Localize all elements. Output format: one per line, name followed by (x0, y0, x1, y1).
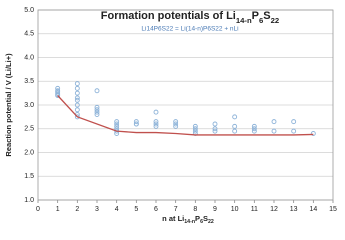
data-point (55, 90, 61, 96)
y-tick-label: 3.5 (24, 78, 34, 85)
y-tick-label: 5.0 (24, 7, 34, 14)
y-tick-label: 1.5 (24, 173, 34, 180)
data-point (271, 119, 277, 125)
data-point (173, 119, 179, 125)
data-point (173, 121, 179, 127)
data-point (310, 131, 316, 136)
page: {"chart_data": {"type": "scatter", "titl… (3, 6, 337, 225)
data-line (57, 95, 314, 136)
data-point (232, 123, 238, 129)
x-tick-label: 14 (309, 206, 317, 213)
data-point (74, 90, 80, 96)
x-axis-label: n at Li14-nP6S22 (162, 214, 214, 225)
data-point (192, 128, 198, 134)
data-point (74, 95, 80, 101)
data-point (94, 88, 100, 94)
y-tick-label: 3.0 (24, 102, 34, 109)
x-tick-label: 5 (134, 206, 138, 213)
x-tick-label: 10 (231, 206, 239, 213)
chart-subtitle: Li14P6S22 = Li(14-n)P6S22 + nLi (141, 26, 238, 33)
y-axis-label: Reaction potential / V (Li/Li+) (4, 53, 13, 157)
data-point (232, 128, 238, 134)
x-tick-label: 12 (270, 206, 278, 213)
data-point (212, 121, 218, 127)
x-tick-label: 6 (154, 206, 158, 213)
data-point (74, 85, 80, 91)
data-point (153, 119, 159, 125)
data-point (74, 114, 80, 120)
y-tick-label: 2.5 (24, 126, 34, 133)
data-point (192, 126, 198, 132)
x-tick-label: 9 (213, 206, 217, 213)
chart: Formation potentials of Li14-nP6S22 Li14… (4, 7, 337, 225)
x-tick-label: 3 (95, 206, 99, 213)
data-point (94, 112, 100, 117)
data-point (74, 107, 80, 113)
data-point (94, 109, 100, 115)
x-tick-label: 1 (56, 206, 60, 213)
chart-title: Formation potentials of Li14-nP6S22 (101, 10, 279, 25)
data-point (271, 128, 277, 134)
data-point (114, 121, 120, 127)
x-tick-label: 2 (75, 206, 79, 213)
data-point (251, 123, 257, 129)
x-tick-label: 0 (36, 206, 40, 213)
data-point (212, 126, 218, 132)
data-point (55, 85, 61, 91)
data-point (94, 107, 100, 113)
y-tick-label: 4.5 (24, 31, 34, 38)
x-tick-label: 15 (329, 206, 337, 213)
y-tick-label: 2.0 (24, 149, 34, 156)
data-point (212, 128, 218, 134)
x-tick-label: 8 (193, 206, 197, 213)
data-point (133, 121, 139, 127)
data-point (74, 102, 80, 108)
data-point (173, 123, 179, 129)
data-point (291, 128, 297, 134)
data-point (153, 123, 159, 129)
data-point (291, 119, 297, 125)
x-tick-label: 7 (174, 206, 178, 213)
y-tick-label: 4.0 (24, 54, 34, 61)
y-tick-label: 1.0 (24, 197, 34, 204)
data-point (74, 81, 80, 87)
data-point (114, 123, 120, 129)
data-point (114, 119, 120, 125)
data-point (133, 119, 139, 125)
x-tick-label: 11 (251, 206, 258, 213)
plot-frame (37, 9, 334, 201)
data-point (94, 104, 100, 110)
data-point (153, 109, 159, 115)
data-point (74, 97, 80, 103)
data-point (55, 93, 61, 98)
data-point (153, 121, 159, 127)
x-tick-label: 13 (290, 206, 298, 213)
data-point (251, 128, 257, 134)
data-point (251, 126, 257, 132)
data-point (192, 123, 198, 129)
data-point (232, 114, 238, 120)
x-tick-label: 4 (115, 206, 119, 213)
